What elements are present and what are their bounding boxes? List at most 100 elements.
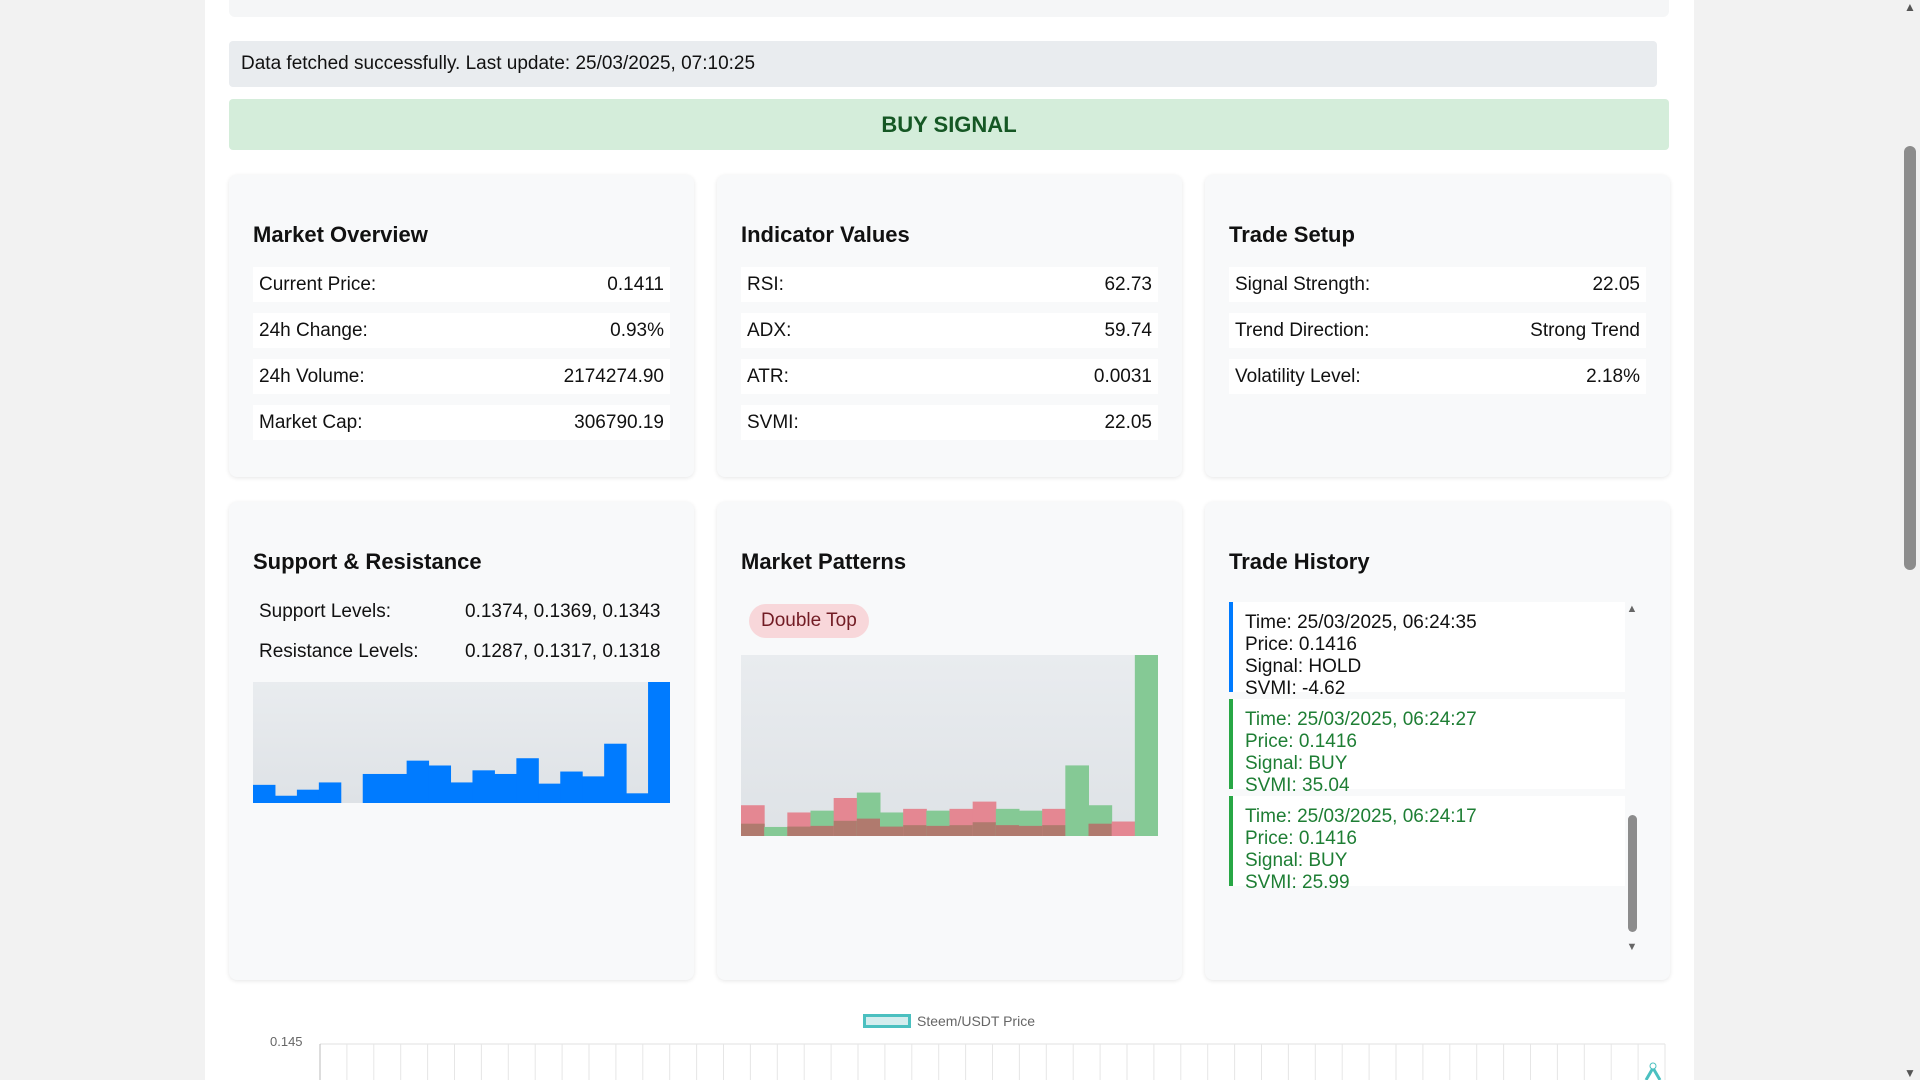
pattern-bar <box>1111 821 1136 836</box>
signal-strength-row: Signal Strength: 22.05 <box>1229 267 1646 302</box>
row-label: 24h Volume: <box>259 365 365 387</box>
resistance-levels-label: Resistance Levels: <box>259 641 419 662</box>
sr-bar <box>472 770 495 803</box>
history-svmi: SVMI: 25.99 <box>1245 872 1350 893</box>
scroll-down-arrow-icon[interactable]: ▼ <box>1904 1066 1916 1080</box>
trade-setup-card: Trade Setup Signal Strength: 22.05 Trend … <box>1205 175 1670 477</box>
trade-history-list[interactable]: Time: 25/03/2025, 06:24:35 Price: 0.1416… <box>1229 602 1625 954</box>
row-label: Volatility Level: <box>1235 365 1361 387</box>
price-point[interactable] <box>1649 1062 1657 1070</box>
support-resistance-card: Support & Resistance Support Levels: 0.1… <box>229 502 694 980</box>
sr-bar <box>296 789 320 803</box>
row-label: RSI: <box>747 273 784 295</box>
history-signal: Signal: HOLD <box>1245 656 1362 677</box>
sr-bar <box>560 771 583 803</box>
row-label: Current Price: <box>259 273 377 295</box>
rsi-row: RSI: 62.73 <box>741 267 1158 302</box>
market-cap-row: Market Cap: 306790.19 <box>253 405 670 440</box>
history-price: Price: 0.1416 <box>1245 634 1357 655</box>
market-patterns-chart <box>741 655 1158 836</box>
history-scrollbar[interactable]: ▲ ▼ <box>1625 602 1639 954</box>
history-time: Time: 25/03/2025, 06:24:27 <box>1245 709 1477 730</box>
status-message: Data fetched successfully. Last update: … <box>229 41 1657 87</box>
sr-bar <box>626 793 649 803</box>
pattern-bar <box>1065 765 1089 836</box>
sr-bar <box>384 773 408 803</box>
legend-label: Steem/USDT Price <box>917 1013 1035 1029</box>
pattern-bar <box>1134 655 1158 836</box>
sr-bar <box>604 743 627 803</box>
sr-bar <box>648 682 670 803</box>
top-panel <box>229 0 1669 17</box>
card-title: Market Patterns <box>741 549 907 574</box>
support-levels-label: Support Levels: <box>259 601 392 622</box>
row-label: ATR: <box>747 365 789 387</box>
price-chart <box>319 1043 1666 1080</box>
pattern-overlap-bar <box>741 823 765 836</box>
row-label: SVMI: <box>747 411 799 433</box>
row-label: Trend Direction: <box>1235 319 1370 341</box>
pattern-overlap-bar <box>949 825 974 836</box>
row-value: 62.73 <box>1104 273 1152 295</box>
scroll-up-arrow-icon[interactable]: ▲ <box>1626 603 1638 615</box>
pattern-overlap-bar <box>995 825 1020 836</box>
adx-row: ADX: 59.74 <box>741 313 1158 348</box>
history-item-buy: Time: 25/03/2025, 06:24:17 Price: 0.1416… <box>1229 796 1625 893</box>
current-price-row: Current Price: 0.1411 <box>253 267 670 302</box>
sr-bar <box>516 758 539 803</box>
indicator-rows: RSI: 62.73 ADX: 59.74 ATR: 0.0031 SVMI: 22.0… <box>741 267 1158 451</box>
support-levels-value: 0.1374, 0.1369, 0.1343 <box>465 601 661 622</box>
row-label: 24h Change: <box>259 319 368 341</box>
pattern-overlap-bar <box>926 825 950 836</box>
pattern-overlap-bar <box>972 822 997 836</box>
row-label: Signal Strength: <box>1235 273 1371 295</box>
pattern-overlap-bar <box>856 818 881 836</box>
resistance-levels-value: 0.1287, 0.1317, 0.1318 <box>465 641 661 662</box>
row-value: 306790.19 <box>574 411 664 433</box>
history-svmi: SVMI: -4.62 <box>1245 678 1346 699</box>
pattern-overlap-bar <box>810 825 835 836</box>
page-scrollbar[interactable]: ▲ ▼ <box>1900 0 1920 1080</box>
pattern-bar <box>764 826 788 836</box>
price-line <box>1644 1065 1662 1080</box>
support-levels-row: Support Levels: 0.1374, 0.1369, 0.1343 <box>253 592 660 632</box>
card-title: Support & Resistance <box>253 549 482 574</box>
scroll-up-arrow-icon[interactable]: ▲ <box>1904 0 1916 14</box>
sr-bar <box>253 784 276 803</box>
svmi-row: SVMI: 22.05 <box>741 405 1158 440</box>
history-svmi: SVMI: 35.04 <box>1245 775 1350 796</box>
sr-bar <box>582 776 605 803</box>
trend-direction-row: Trend Direction: Strong Trend <box>1229 313 1646 348</box>
change-24h-row: 24h Change: 0.93% <box>253 313 670 348</box>
signal-banner: BUY SIGNAL <box>229 99 1669 150</box>
card-title: Trade Setup <box>1229 222 1355 247</box>
scroll-down-arrow-icon[interactable]: ▼ <box>1626 941 1638 953</box>
sr-bar <box>318 782 342 803</box>
row-label: Market Cap: <box>259 411 363 433</box>
history-price: Price: 0.1416 <box>1245 828 1357 849</box>
market-overview-rows: Current Price: 0.1411 24h Change: 0.93% 24… <box>253 267 670 451</box>
history-time: Time: 25/03/2025, 06:24:17 <box>1245 806 1477 827</box>
history-price: Price: 0.1416 <box>1245 731 1357 752</box>
row-value: 2.18% <box>1586 365 1640 387</box>
pattern-overlap-bar <box>903 825 927 836</box>
row-value: 0.0031 <box>1093 365 1152 387</box>
sr-bar <box>362 773 386 803</box>
page-scrollbar-thumb[interactable] <box>1904 146 1916 570</box>
market-patterns-card: Market Patterns Double Top <box>717 502 1182 980</box>
sr-bar <box>274 795 298 803</box>
y-axis-tick: 0.145 <box>270 1034 303 1049</box>
history-item-buy: Time: 25/03/2025, 06:24:27 Price: 0.1416… <box>1229 699 1625 796</box>
support-resistance-chart <box>253 682 670 803</box>
legend-swatch <box>863 1014 911 1028</box>
row-value: 22.05 <box>1592 273 1640 295</box>
card-title: Market Overview <box>253 222 428 247</box>
price-chart-legend[interactable]: Steem/USDT Price <box>863 1013 1035 1029</box>
card-title: Trade History <box>1229 549 1370 574</box>
market-overview-card: Market Overview Current Price: 0.1411 24h… <box>229 175 694 477</box>
row-value: 22.05 <box>1104 411 1152 433</box>
history-time: Time: 25/03/2025, 06:24:35 <box>1245 612 1477 633</box>
trade-history-card: Trade History Time: 25/03/2025, 06:24:35… <box>1205 502 1670 980</box>
pattern-overlap-bar <box>787 826 811 836</box>
scrollbar-thumb[interactable] <box>1628 815 1637 932</box>
